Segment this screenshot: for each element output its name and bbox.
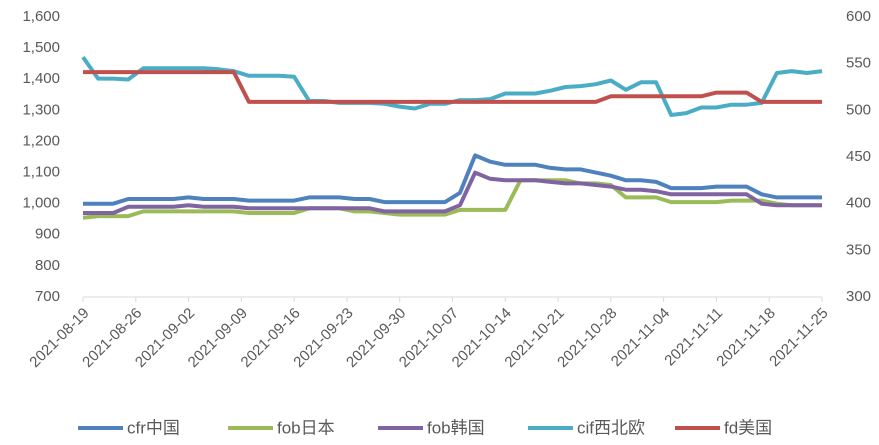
series-line — [81, 55, 823, 117]
y2-tick-label: 350 — [846, 241, 871, 258]
y2-tick-label: 450 — [846, 148, 871, 165]
series-line — [83, 153, 822, 206]
y-tick-label: 900 — [35, 226, 60, 243]
y-tick-label: 1,400 — [22, 70, 60, 87]
y-tick-label: 700 — [35, 288, 60, 305]
legend-label: fob韩国 — [427, 418, 485, 437]
y2-tick-label: 500 — [846, 101, 871, 118]
legend-label: cif西北欧 — [577, 418, 645, 437]
y-tick-label: 1,000 — [22, 195, 60, 212]
y-tick-label: 1,200 — [22, 132, 60, 149]
y2-tick-label: 600 — [846, 8, 871, 25]
y-tick-label: 1,600 — [22, 8, 60, 25]
series-line — [83, 70, 822, 104]
y2-tick-label: 550 — [846, 55, 871, 72]
y-tick-label: 800 — [35, 257, 60, 274]
legend-label: fd美国 — [724, 418, 772, 437]
y-tick-label: 1,300 — [22, 101, 60, 118]
y2-tick-label: 400 — [846, 195, 871, 212]
y-tick-label: 1,500 — [22, 39, 60, 56]
series-line — [83, 170, 822, 215]
series-line — [82, 178, 822, 220]
legend-label: cfr中国 — [127, 418, 180, 437]
y-tick-label: 1,100 — [22, 164, 60, 181]
y2-tick-label: 300 — [846, 288, 871, 305]
legend-label: fob日本 — [277, 418, 335, 437]
